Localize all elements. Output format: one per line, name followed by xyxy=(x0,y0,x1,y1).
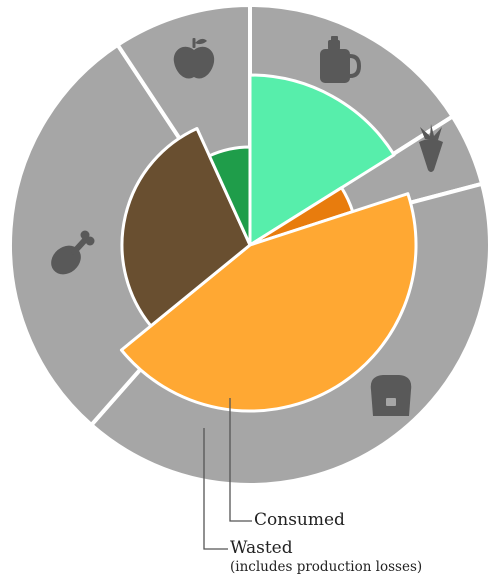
consumed-slice-fruit xyxy=(207,145,252,247)
bread-icon xyxy=(370,375,412,416)
consumed-slice-grains xyxy=(119,192,418,413)
leader-lines xyxy=(203,398,252,550)
consumed-leader-line xyxy=(229,398,252,522)
milk-jug-icon xyxy=(320,36,362,83)
carrot-icon xyxy=(419,124,443,172)
consumed-slice-dairy xyxy=(248,73,396,247)
wasted-label: Wasted xyxy=(230,538,293,558)
wasted-leader-line xyxy=(203,428,228,550)
category-icons xyxy=(51,36,443,416)
chicken-leg-icon xyxy=(51,230,95,275)
wasted-note-label: (includes production losses) xyxy=(230,559,423,575)
apple-icon xyxy=(173,38,215,79)
inner-ring-consumed xyxy=(119,73,418,413)
consumed-label: Consumed xyxy=(254,510,345,530)
